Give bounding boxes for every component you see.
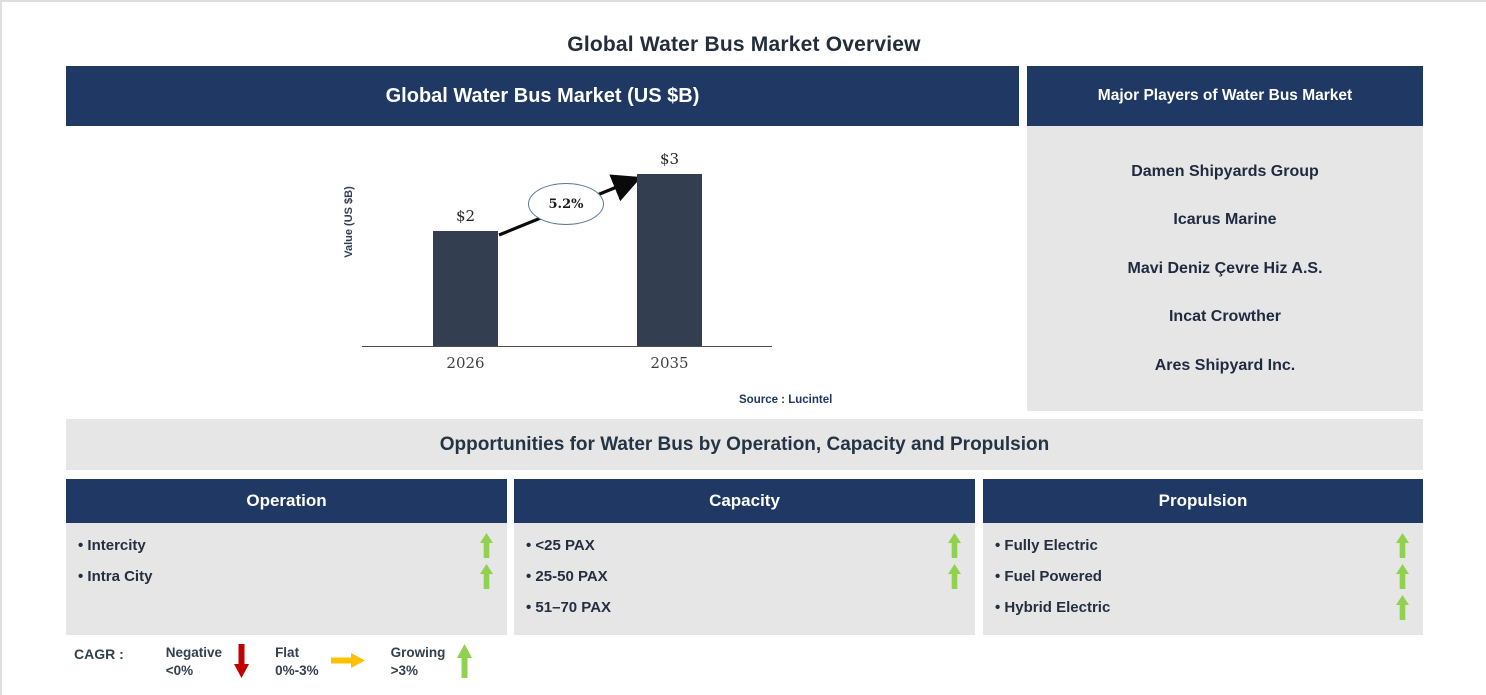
item-label: <25 PAX <box>526 537 594 554</box>
item-label: Intra City <box>78 568 152 585</box>
player-name: Mavi Deniz Çevre Hiz A.S. <box>1127 259 1323 277</box>
down-arrow-icon <box>234 644 250 683</box>
up-arrow-icon <box>1396 564 1409 589</box>
up-arrow-icon <box>480 564 493 589</box>
up-arrow-icon <box>948 533 961 558</box>
up-arrow-icon <box>1396 595 1409 620</box>
legend-name: Negative <box>165 645 223 660</box>
list-item: Hybrid Electric <box>995 592 1409 623</box>
player-name: Icarus Marine <box>1173 211 1277 228</box>
list-item: Fully Electric <box>995 530 1409 561</box>
list-item: Intra City <box>78 561 493 592</box>
list-item: 51–70 PAX <box>526 592 961 623</box>
right-arrow-icon <box>330 653 365 673</box>
propulsion-list: Fully Electric Fuel Powered Hybrid Elect… <box>983 523 1423 635</box>
legend-text: Negative <0% <box>166 644 222 680</box>
cagr-value: 5.2% <box>548 196 584 212</box>
legend-text: Flat 0%-3% <box>275 644 319 680</box>
operation-list: Intercity Intra City <box>66 523 507 635</box>
operation-header: Operation <box>66 479 507 523</box>
list-item: Intercity <box>78 530 493 561</box>
item-label: 51–70 PAX <box>526 599 611 616</box>
x-axis <box>362 346 772 347</box>
bar-2026 <box>433 231 498 346</box>
legend-entry-growing: Growing >3% <box>391 644 473 683</box>
legend-text: Growing >3% <box>391 644 446 680</box>
item-label: Fuel Powered <box>995 568 1102 585</box>
capacity-list: <25 PAX 25-50 PAX 51–70 PAX <box>514 523 975 635</box>
item-label: 25-50 PAX <box>526 568 607 585</box>
list-item: <25 PAX <box>526 530 961 561</box>
up-arrow-icon <box>457 644 473 683</box>
x-tick-label: 2026 <box>446 354 485 372</box>
operation-column: Operation Intercity Intra City <box>66 479 507 635</box>
players-panel-header: Major Players of Water Bus Market <box>1027 66 1423 126</box>
propulsion-column: Propulsion Fully Electric Fuel Powered H… <box>983 479 1423 635</box>
item-label: Hybrid Electric <box>995 599 1110 616</box>
legend-entry-negative: Negative <0% <box>166 644 250 683</box>
list-item: 25-50 PAX <box>526 561 961 592</box>
legend-range: 0%-3% <box>275 663 319 678</box>
players-list: Damen Shipyards Group Icarus Marine Mavi… <box>1027 126 1423 411</box>
legend-title: CAGR : <box>74 646 124 662</box>
up-arrow-icon <box>480 533 493 558</box>
player-name: Ares Shipyard Inc. <box>1154 356 1296 374</box>
capacity-header: Capacity <box>514 479 975 523</box>
item-label: Fully Electric <box>995 537 1097 554</box>
up-arrow-icon <box>1396 533 1409 558</box>
player-name: Incat Crowther <box>1168 308 1281 325</box>
legend-range: <0% <box>165 663 194 678</box>
chart-panel-header: Global Water Bus Market (US $B) <box>66 66 1019 126</box>
propulsion-header: Propulsion <box>983 479 1423 523</box>
bar-2035 <box>637 174 702 346</box>
legend-name: Flat <box>275 645 300 660</box>
opportunities-title: Opportunities for Water Bus by Operation… <box>66 419 1423 470</box>
up-arrow-icon <box>948 564 961 589</box>
growth-arrow-icon <box>498 174 642 237</box>
cagr-badge: 5.2% <box>528 183 604 225</box>
legend-range: >3% <box>390 663 418 678</box>
page-title: Global Water Bus Market Overview <box>567 33 921 56</box>
legend-name: Growing <box>390 645 446 660</box>
item-label: Intercity <box>78 537 145 554</box>
list-item: Fuel Powered <box>995 561 1409 592</box>
x-tick-label: 2035 <box>650 354 689 372</box>
bar-value-label: $2 <box>455 207 476 225</box>
capacity-column: Capacity <25 PAX 25-50 PAX 51–70 PAX <box>514 479 975 635</box>
player-name: Damen Shipyards Group <box>1131 162 1319 180</box>
bar-value-label: $3 <box>659 150 680 168</box>
legend-entry-flat: Flat 0%-3% <box>275 644 365 680</box>
bar-chart: Value (US $B) $2 $3 2026 2035 5.2% <box>66 126 1019 391</box>
source-note: Source : Lucintel <box>739 394 833 406</box>
cagr-legend: CAGR : Negative <0% Flat 0%-3% Growing >… <box>74 644 498 683</box>
